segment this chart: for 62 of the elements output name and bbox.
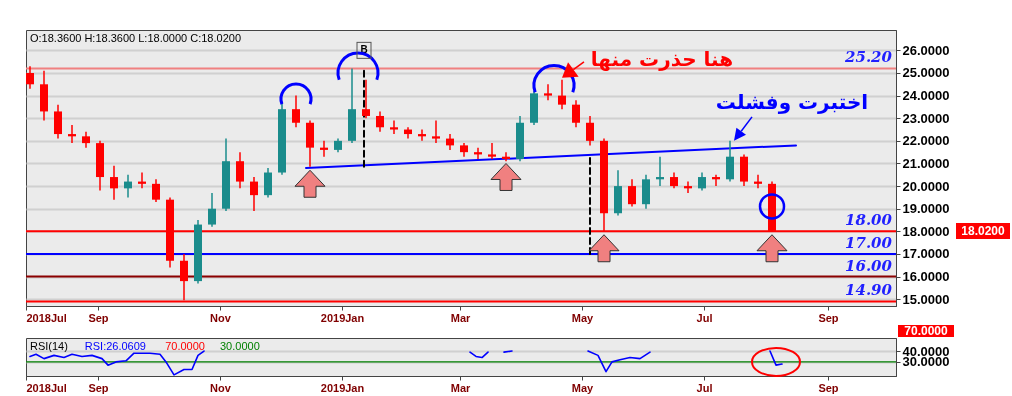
annotation: اختبرت وفشلت: [715, 89, 869, 114]
ref-line-label: 25.20: [844, 48, 893, 67]
x-tick-label: Jul: [696, 381, 713, 394]
candlestick: [54, 103, 62, 140]
x-tick-label: Jul: [696, 311, 713, 324]
x-tick-label: 2018Jul: [26, 311, 67, 324]
candlestick: [586, 115, 594, 147]
annotation: RSI(14): [30, 340, 68, 352]
candlestick: [390, 119, 398, 135]
y-tick-label: 15.0000: [902, 291, 950, 307]
text: 18.0200: [961, 223, 1006, 238]
candlestick: [152, 178, 160, 203]
ref-line-label: 18.00: [845, 211, 893, 230]
ref-line-label: 14.90: [845, 281, 893, 300]
candlestick: [572, 99, 580, 129]
x-tick-label: Sep: [88, 311, 109, 324]
annotation: هنا حذرت منها: [590, 46, 734, 71]
y-tick-label: 23.0000: [902, 110, 950, 126]
candlestick: [544, 83, 552, 101]
y-tick-label: 17.0000: [902, 246, 950, 262]
x-tick-label: 2019Jan: [320, 311, 365, 324]
text: 70.0000: [904, 324, 949, 338]
y-tick-label: 25.0000: [902, 65, 950, 81]
x-tick-label: Mar: [450, 311, 471, 324]
candlestick: [292, 94, 300, 129]
y-tick-label: 21.0000: [902, 155, 950, 171]
y-tick-label: 19.0000: [902, 201, 950, 217]
candlestick: [628, 178, 636, 208]
candlestick: [698, 171, 706, 192]
ref-line-label: 17.00: [845, 233, 893, 252]
x-tick-label: Mar: [450, 381, 471, 394]
annotation: 30.0000: [220, 340, 260, 352]
candlestick: [26, 65, 34, 90]
x-tick-label: Sep: [818, 311, 839, 324]
x-tick-label: Sep: [818, 381, 839, 394]
y-tick-label: 18.0000: [902, 223, 950, 239]
y-tick-label: 26.0000: [902, 42, 950, 58]
x-tick-label: May: [571, 311, 595, 324]
candlestick: [236, 151, 244, 190]
y-tick-label: 16.0000: [902, 269, 950, 285]
x-tick-label: Sep: [88, 381, 109, 394]
annotation: 70.0000: [165, 340, 205, 352]
x-tick-label: 2018Jul: [26, 381, 67, 394]
x-tick-label: Nov: [210, 311, 232, 324]
x-tick-label: 2019Jan: [320, 381, 365, 394]
x-tick-label: Nov: [210, 381, 232, 394]
candlestick: [558, 79, 566, 110]
candlestick: [726, 140, 734, 183]
y-tick-label: 22.0000: [902, 133, 950, 149]
annotation: RSI:26.0609: [84, 340, 146, 352]
candlestick: [488, 142, 496, 160]
y-tick-label: 20.0000: [902, 178, 950, 194]
candlestick: [250, 176, 258, 212]
candlestick: [264, 167, 272, 199]
candlestick: [208, 192, 216, 228]
annotation: O:18.3600 H:18.3600 L:18.0000 C:18.0200: [30, 32, 242, 44]
candlestick: [110, 164, 118, 201]
x-tick-label: May: [571, 381, 595, 394]
candlestick: [432, 119, 440, 144]
ref-line-label: 16.00: [845, 256, 893, 275]
y-tick-label: 24.0000: [902, 88, 950, 104]
candlestick: [376, 110, 384, 133]
